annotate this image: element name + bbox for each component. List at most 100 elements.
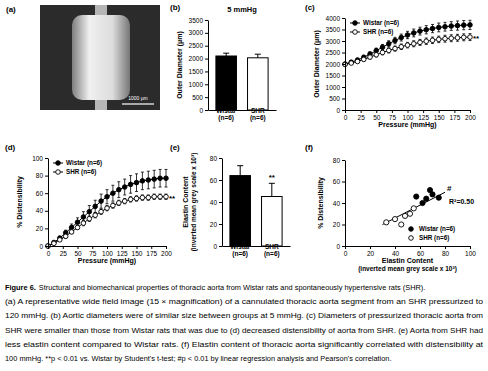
error-bar (70, 230, 73, 234)
tick-label-line: (n=6) (264, 250, 280, 258)
axis-title: Pressure (mmHg) (78, 257, 136, 265)
axis: 05001000150020002500300035004000 (326, 15, 346, 114)
tick: 80 (442, 246, 450, 257)
tick: 50 (74, 246, 82, 257)
tick: 175 (449, 110, 460, 121)
point (75, 225, 80, 230)
error-bar (469, 34, 472, 41)
error-bar (437, 36, 440, 42)
photo-background (40, 5, 160, 110)
point (128, 182, 133, 187)
tick: 0 (47, 246, 51, 257)
point (461, 35, 466, 40)
error-bar (269, 183, 275, 196)
tick: 0 (336, 107, 345, 114)
tick-label: 0 (39, 243, 43, 250)
error-bar (141, 195, 144, 200)
axis-title: Elastin Content(inverted mean grey scale… (358, 257, 457, 273)
tick-mark (219, 246, 222, 247)
tick-mark (205, 59, 208, 60)
tick: 100 (32, 155, 48, 162)
legend-entry: SHR (n=6) (409, 234, 450, 242)
tick-label: 80 (442, 250, 450, 257)
point (449, 24, 454, 29)
tick: 2500 (326, 49, 345, 56)
legend-label: SHR (n=6) (419, 234, 449, 242)
fit-line (383, 192, 446, 224)
legend-label: SHR (n=6) (66, 168, 96, 176)
point (393, 38, 398, 43)
annotation: ** (169, 194, 176, 203)
point (468, 23, 473, 28)
axis-line (345, 161, 346, 247)
tick-mark (205, 20, 208, 21)
tick-mark (376, 110, 377, 113)
error-bar (237, 166, 243, 176)
error-bar (469, 20, 472, 29)
error-bar (456, 21, 459, 30)
tick-mark (395, 246, 396, 249)
point (399, 35, 404, 40)
tick-mark (342, 18, 345, 19)
tick: Wistar(n=6) (230, 243, 250, 258)
error-bar (117, 200, 120, 205)
error-bar (444, 22, 447, 31)
legend-label: Wistar (n=6) (419, 225, 455, 233)
tick: 200 (161, 246, 172, 257)
series (414, 188, 442, 206)
tick-mark (205, 33, 208, 34)
point (349, 61, 354, 66)
tick: 75 (89, 246, 97, 257)
caption-text: Structural and biomechanical properties … (39, 283, 426, 292)
tick-mark (361, 110, 362, 113)
point (430, 38, 435, 43)
tick-mark (45, 176, 48, 177)
tick: 1500 (189, 68, 208, 75)
axis-title-line: Outer Diameter (μm) (313, 30, 321, 98)
error-bar (129, 197, 132, 202)
point (134, 196, 139, 201)
tick-mark (205, 71, 208, 72)
legend-entry: Wistar (n=6) (350, 19, 399, 27)
tick: 0 (344, 110, 348, 121)
tick-label: 175 (449, 114, 460, 121)
point (87, 216, 92, 221)
panel-image: 1000 μm(a) (6, 5, 160, 110)
tick-mark (45, 211, 48, 212)
error-bar (406, 42, 409, 48)
point (402, 213, 407, 218)
point (355, 59, 360, 64)
axis-title: % Distensibility (16, 176, 24, 228)
tick-label: 60 (333, 178, 341, 185)
error-bar (147, 171, 150, 189)
error-bar (425, 26, 428, 34)
series-line (48, 197, 166, 246)
tick: 80 (210, 155, 222, 162)
point (411, 41, 416, 46)
tick-label: 1500 (326, 72, 341, 79)
error-bar (406, 31, 409, 38)
error-bar (147, 195, 150, 200)
tick-mark (470, 246, 471, 249)
error-bar (431, 24, 434, 32)
annotation: R²=0.50 (449, 198, 474, 205)
point (468, 35, 473, 40)
series-line (48, 178, 166, 246)
tick-label: 0 (213, 243, 217, 250)
point (146, 178, 151, 183)
tick-label: 3500 (189, 17, 204, 24)
error-bar (165, 194, 168, 199)
caption: Figure 6.Structural and biomechanical pr… (5, 283, 483, 363)
point (368, 55, 373, 60)
tick-mark (342, 41, 345, 42)
axis-title: Pressure (mmHg) (378, 121, 436, 129)
axis: 020406080100 (344, 246, 477, 257)
error-bar (375, 53, 378, 57)
series-line (345, 37, 470, 64)
legend-marker (56, 170, 61, 175)
point (443, 24, 448, 29)
error-bar (123, 198, 126, 203)
error-bar (437, 23, 440, 32)
tick-mark (342, 30, 345, 31)
tick-label-line: Wistar (216, 107, 236, 114)
